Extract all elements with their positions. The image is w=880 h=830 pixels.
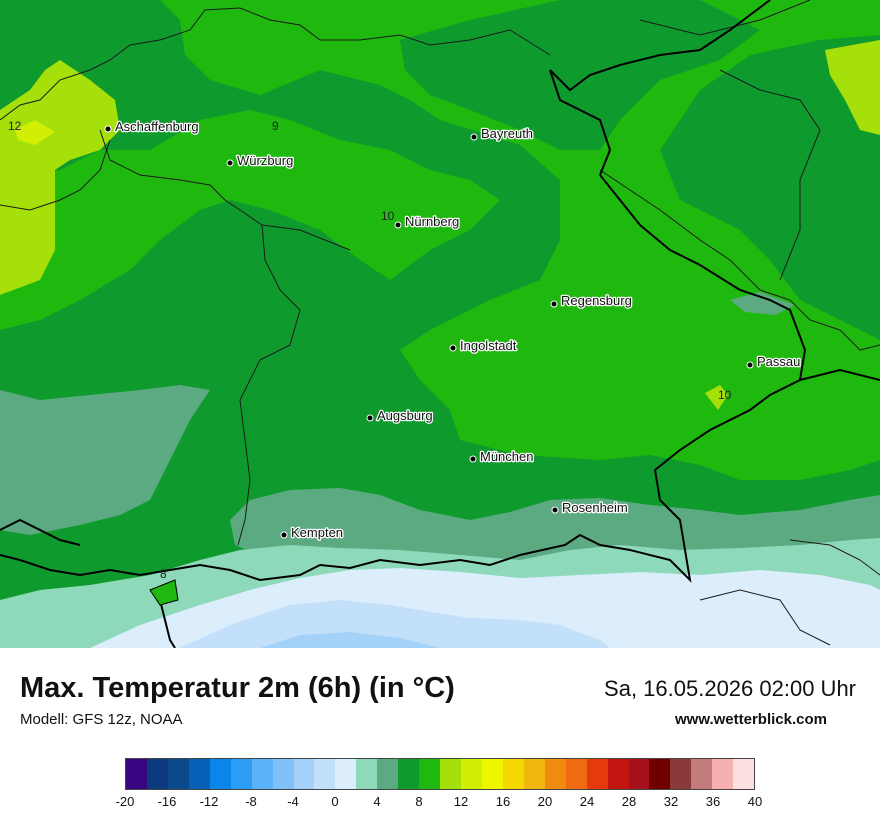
legend-swatch [377, 759, 399, 789]
legend-swatch [356, 759, 378, 789]
contour-label: 12 [8, 119, 22, 133]
color-legend [125, 758, 755, 790]
temperature-map: 12 9 10 10 8 Aschaffenburg Würzburg Bayr… [0, 0, 880, 649]
legend-tick-label: 28 [621, 794, 637, 809]
city-dot [449, 344, 457, 352]
city-dot [104, 125, 112, 133]
city-label-muenchen: München [480, 449, 533, 464]
legend-swatch [126, 759, 147, 789]
legend-swatch [167, 759, 189, 789]
city-dot [469, 455, 477, 463]
legend-swatch [251, 759, 273, 789]
map-canvas: 12 9 10 10 8 Aschaffenburg Würzburg Bayr… [0, 0, 880, 649]
legend-swatch [712, 759, 734, 789]
city-label-rosenheim: Rosenheim [562, 500, 628, 515]
city-label-regensburg: Regensburg [561, 293, 632, 308]
zone-minus2-0-alps [180, 600, 610, 648]
city-markers: Aschaffenburg Würzburg Bayreuth Nürnberg… [104, 118, 802, 541]
legend-swatch [314, 759, 336, 789]
contour-label: 8 [160, 567, 167, 581]
contour-label: 10 [718, 388, 732, 402]
map-footer: Max. Temperatur 2m (6h) (in °C) Modell: … [0, 648, 880, 830]
legend-tick-label: -12 [199, 794, 219, 809]
zone-6-7-southwest [0, 385, 210, 535]
legend-swatch [398, 759, 420, 789]
city-label-aschaffenburg: Aschaffenburg [115, 119, 199, 134]
city-label-kempten: Kempten [291, 525, 343, 540]
map-title: Max. Temperatur 2m (6h) (in °C) [20, 672, 455, 704]
legend-tick-label: -16 [157, 794, 177, 809]
city-dot [280, 531, 288, 539]
zone-6-7-bavarian-forest [730, 292, 795, 315]
website-link[interactable]: www.wetterblick.com [675, 711, 827, 728]
city-label-wuerzburg: Würzburg [237, 153, 293, 168]
legend-swatch [544, 759, 566, 789]
legend-tick-label: 24 [579, 794, 595, 809]
district-borders [0, 0, 880, 646]
city-dot [226, 159, 234, 167]
model-info: Modell: GFS 12z, NOAA [20, 711, 183, 728]
zone-7-8-north [400, 0, 760, 150]
legend-tick-label: -8 [245, 794, 257, 809]
forecast-datetime: Sa, 16.05.2026 02:00 Uhr [604, 676, 856, 701]
city-dot [470, 133, 478, 141]
legend-tick-label: -20 [115, 794, 135, 809]
legend-tick-label: 36 [705, 794, 721, 809]
zone-10-12-east [825, 40, 880, 135]
zone-10-12-small [705, 385, 728, 410]
legend-swatch [523, 759, 545, 789]
legend-swatch [188, 759, 210, 789]
legend-swatch [419, 759, 441, 789]
zone-10-12-west [0, 60, 120, 295]
legend-swatch [733, 759, 755, 789]
legend-tick-labels: -20 -16 -12 -8 -4 0 4 8 12 16 20 24 28 32 36 40 [0, 794, 880, 814]
zone-12-14-west [15, 120, 55, 145]
city-label-nuernberg: Nürnberg [405, 214, 459, 229]
legend-tick-label: 0 [331, 794, 339, 809]
country-border [0, 0, 880, 649]
legend-swatch [586, 759, 608, 789]
legend-swatch [335, 759, 357, 789]
legend-tick-label: 40 [747, 794, 763, 809]
legend-swatch [691, 759, 713, 789]
legend-swatch [209, 759, 231, 789]
legend-tick-label: 32 [663, 794, 679, 809]
city-dot [551, 506, 559, 514]
contour-label: 10 [381, 209, 395, 223]
city-label-passau: Passau [757, 354, 800, 369]
city-label-bayreuth: Bayreuth [481, 126, 533, 141]
city-dot [366, 414, 374, 422]
legend-tick-label: 8 [415, 794, 423, 809]
zone-8-10 [0, 0, 880, 480]
legend-swatch [440, 759, 461, 789]
legend-tick-label: 12 [453, 794, 469, 809]
city-dot [746, 361, 754, 369]
city-dot [550, 300, 558, 308]
legend-swatch [293, 759, 315, 789]
legend-swatch [628, 759, 650, 789]
legend-tick-label: 20 [537, 794, 553, 809]
legend-swatch [670, 759, 692, 789]
zone-minus4-minus2-alps [260, 632, 440, 648]
city-label-augsburg: Augsburg [377, 408, 433, 423]
legend-swatch [565, 759, 587, 789]
legend-swatch [481, 759, 503, 789]
legend-tick-label: 16 [495, 794, 511, 809]
legend-swatch [230, 759, 252, 789]
legend-swatch [502, 759, 524, 789]
legend-tick-label: 4 [373, 794, 381, 809]
contour-label: 9 [272, 119, 279, 133]
city-label-ingolstadt: Ingolstadt [460, 338, 517, 353]
lake-constance-shore [149, 579, 179, 606]
legend-swatch [649, 759, 671, 789]
legend-swatch [607, 759, 629, 789]
legend-tick-label: -4 [287, 794, 299, 809]
legend-swatch [461, 759, 482, 789]
zone-6-7-alps [230, 488, 880, 565]
legend-swatch [146, 759, 168, 789]
city-dot [394, 221, 402, 229]
legend-swatch [272, 759, 294, 789]
